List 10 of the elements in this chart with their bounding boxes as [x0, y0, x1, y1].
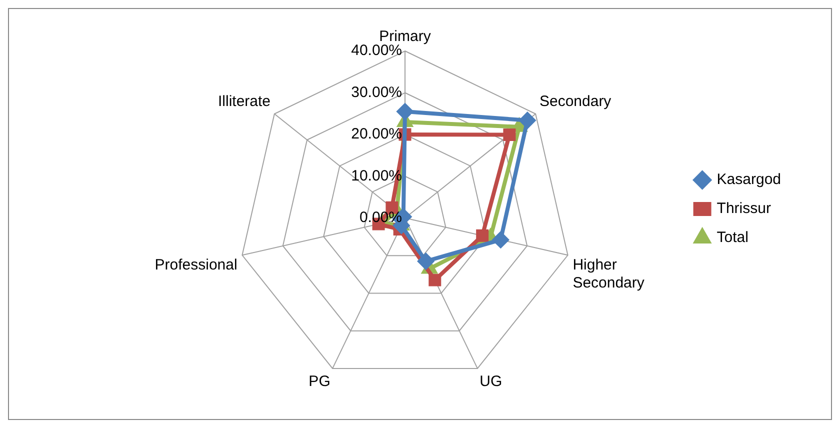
spoke-label: Professional	[154, 256, 238, 274]
legend-label: Kasargod	[716, 171, 782, 188]
y-tick-label: 30.00%	[351, 84, 402, 101]
spoke-label: UG	[480, 373, 502, 390]
spoke-label: Secondary	[539, 92, 612, 110]
spoke-label: PG	[308, 373, 330, 390]
spoke-label: Higher Secondary	[572, 256, 645, 292]
legend-label: Total	[716, 229, 748, 246]
legend-label: Thrissur	[716, 200, 771, 218]
spoke-label: Illiterate	[218, 92, 271, 110]
